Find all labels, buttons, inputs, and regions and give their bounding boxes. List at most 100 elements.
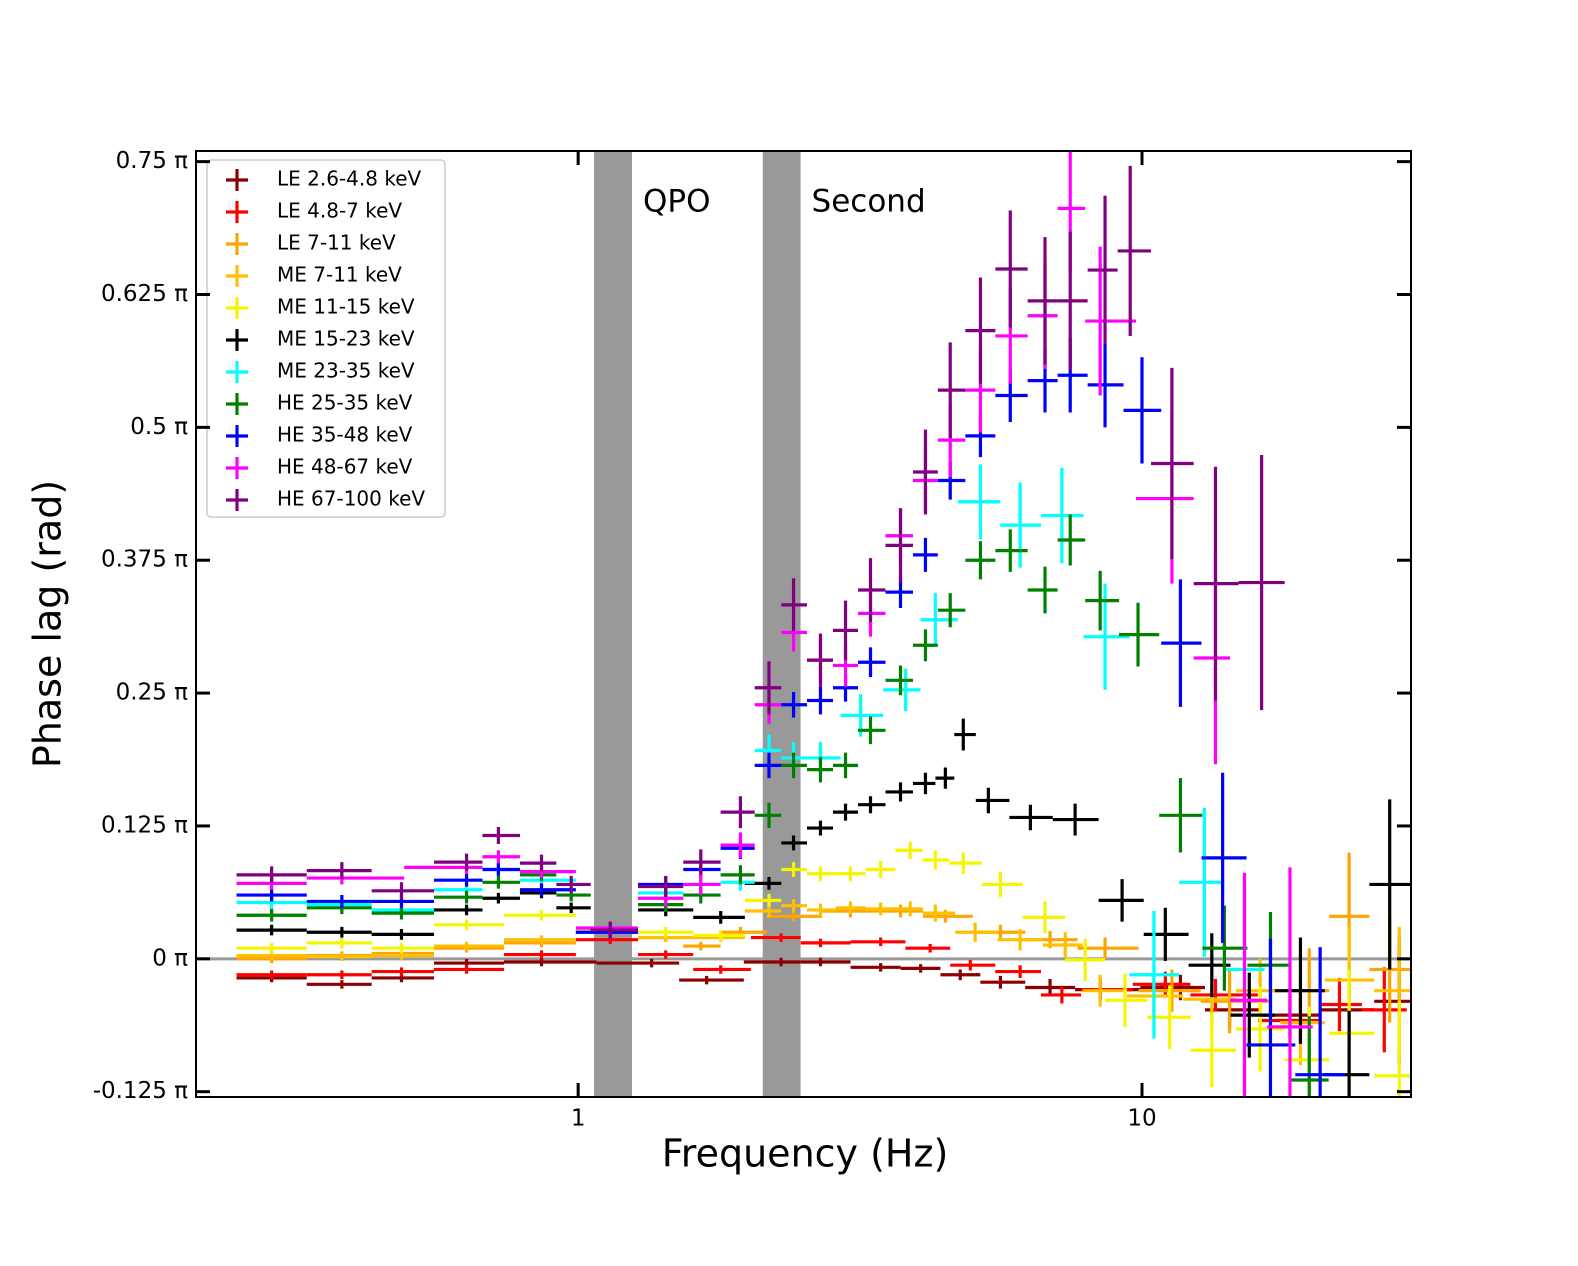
- error-cross: [482, 875, 520, 889]
- error-cross: [895, 841, 923, 859]
- error-cross: [1041, 986, 1082, 1004]
- legend-marker: [226, 425, 248, 447]
- error-cross: [482, 863, 520, 876]
- error-cross: [865, 861, 896, 879]
- error-cross: [1151, 367, 1194, 560]
- error-cross: [850, 963, 901, 972]
- error-cross: [371, 942, 435, 954]
- error-cross: [922, 904, 956, 922]
- error-cross: [1238, 454, 1285, 711]
- plot-area: [196, 151, 1411, 1097]
- error-cross: [965, 541, 996, 580]
- error-cross: [504, 950, 576, 959]
- error-cross: [1374, 1001, 1411, 1097]
- error-cross: [1202, 905, 1248, 991]
- error-cross: [1295, 947, 1345, 1097]
- error-cross: [1082, 974, 1128, 1007]
- error-cross: [720, 832, 755, 858]
- error-cross: [1098, 879, 1144, 922]
- error-cross: [781, 899, 808, 913]
- y-tick-label: 0 π: [152, 945, 188, 971]
- y-axis-label: Phase lag (rad): [26, 480, 70, 768]
- error-cross: [306, 895, 372, 908]
- error-cross: [955, 922, 998, 942]
- error-cross: [885, 508, 913, 583]
- series: [236, 841, 1411, 1097]
- error-cross: [236, 924, 307, 936]
- error-cross: [519, 883, 576, 897]
- error-cross: [937, 342, 966, 438]
- error-cross: [807, 756, 833, 783]
- error-cross: [1369, 799, 1410, 970]
- error-cross: [750, 933, 801, 942]
- error-cross: [781, 578, 808, 632]
- error-cross: [1052, 803, 1099, 836]
- error-cross: [371, 906, 435, 920]
- error-cross: [1027, 237, 1058, 365]
- error-cross: [912, 429, 938, 515]
- error-cross: [807, 866, 836, 882]
- y-tick-label: -0.125 π: [93, 1078, 188, 1104]
- legend-label: LE 2.6-4.8 keV: [277, 167, 421, 191]
- error-cross: [1027, 566, 1058, 614]
- error-cross: [835, 866, 866, 882]
- region-label: QPO: [643, 184, 711, 220]
- error-cross: [236, 908, 307, 922]
- error-cross: [637, 926, 694, 938]
- series: [236, 165, 1285, 939]
- legend-box: [206, 159, 446, 518]
- error-cross: [935, 767, 955, 789]
- error-cross: [1057, 514, 1086, 566]
- error-cross: [1105, 973, 1148, 1027]
- error-cross: [1022, 901, 1066, 934]
- error-cross: [912, 537, 938, 572]
- legend-label: LE 7-11 keV: [277, 231, 396, 255]
- error-cross: [679, 975, 744, 985]
- error-cross: [949, 852, 982, 874]
- error-cross: [306, 862, 372, 880]
- y-tick-label: 0.375 π: [101, 547, 188, 573]
- legend-label: HE 35-48 keV: [277, 423, 413, 447]
- error-cross: [900, 964, 941, 973]
- error-cross: [236, 866, 307, 884]
- legend-marker: [226, 489, 248, 511]
- error-cross: [912, 629, 938, 662]
- error-cross: [1129, 910, 1180, 1039]
- error-cross: [858, 647, 886, 678]
- error-cross: [744, 893, 782, 907]
- error-cross: [306, 952, 372, 961]
- error-cross: [754, 752, 782, 779]
- error-cross: [693, 965, 751, 974]
- error-cross: [1065, 938, 1106, 982]
- plot-frame: [195, 150, 1412, 1098]
- error-cross: [832, 752, 859, 779]
- legend-marker: [226, 457, 248, 479]
- error-cross: [807, 686, 833, 715]
- error-cross: [754, 802, 782, 829]
- error-cross: [434, 873, 483, 887]
- error-cross: [236, 970, 307, 980]
- error-cross: [975, 787, 1010, 814]
- error-cross: [912, 772, 936, 795]
- error-cross: [504, 909, 576, 921]
- error-cross: [1117, 165, 1152, 336]
- error-cross: [922, 850, 950, 870]
- error-cross: [865, 902, 896, 916]
- error-cross: [980, 975, 1026, 989]
- error-cross: [781, 835, 808, 851]
- error-cross: [434, 965, 505, 974]
- error-cross: [954, 718, 976, 751]
- legend-label: ME 15-23 keV: [277, 327, 415, 351]
- error-cross: [1193, 466, 1239, 701]
- error-cross: [885, 782, 913, 802]
- error-cross: [1123, 357, 1162, 464]
- error-cross: [1119, 602, 1160, 667]
- legend-label: LE 4.8-7 keV: [277, 199, 402, 223]
- error-cross: [720, 865, 755, 885]
- error-cross: [1179, 807, 1225, 957]
- error-cross: [504, 957, 597, 967]
- error-cross: [371, 929, 435, 940]
- error-cross: [1201, 772, 1247, 943]
- error-cross: [781, 862, 808, 877]
- error-cross: [995, 529, 1028, 572]
